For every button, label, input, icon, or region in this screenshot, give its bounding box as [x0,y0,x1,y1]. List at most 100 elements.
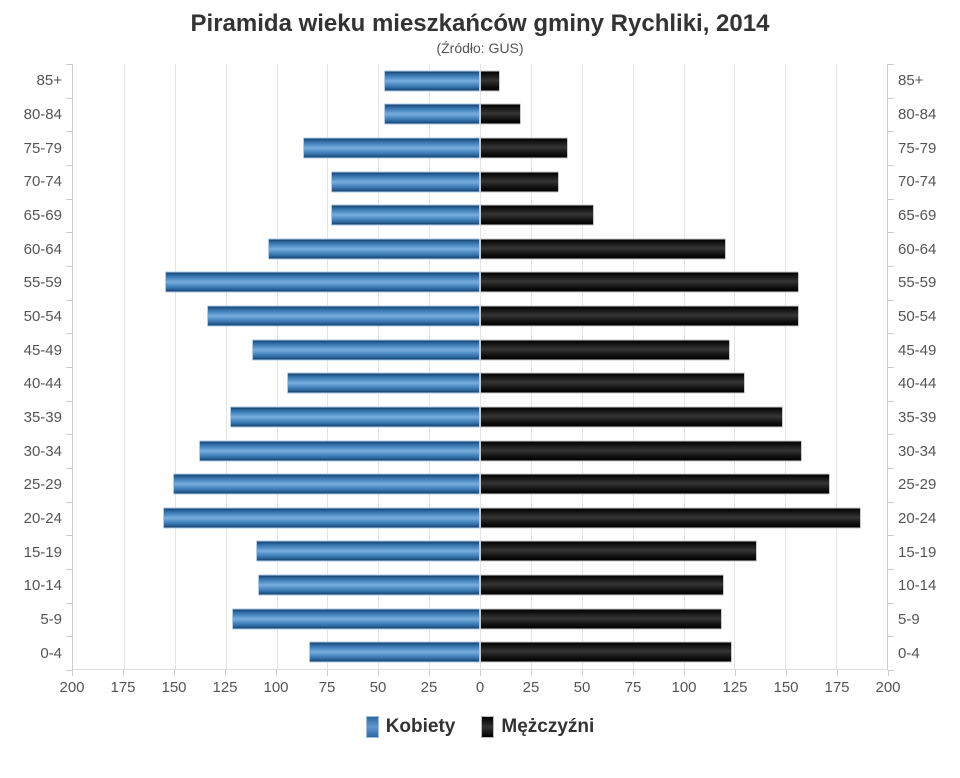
x-axis-tick [225,670,226,676]
y-axis-tick [888,501,894,503]
y-axis-tick [888,232,894,234]
bar-mezczyzni-70-74 [480,171,560,193]
gridline [378,64,380,669]
bar-mezczyzni-30-34 [480,440,802,461]
y-axis-label: 40-44 [23,375,62,393]
bar-kobiety-15-19 [256,540,480,562]
y-axis-tick [66,569,72,570]
y-axis-tick [66,468,72,469]
y-axis-label: 0-4 [898,644,920,662]
bar-mezczyzni-35-39 [480,406,784,428]
legend-label-kobiety: Kobiety [385,716,456,737]
bar-kobiety-70-74 [331,171,480,193]
x-axis-tick [684,670,685,676]
x-axis-tick-label: 50 [369,679,387,696]
gridline [683,64,685,669]
x-axis-tick-label: 200 [875,679,901,696]
y-axis-label: 25-29 [898,476,937,494]
y-axis-tick [888,266,894,267]
bar-mezczyzni-65-69 [480,204,594,226]
bar-mezczyzni-55-59 [480,271,800,293]
y-axis-label: 20-24 [23,510,62,528]
y-axis-label: 30-34 [23,442,62,460]
y-axis-label: 10-14 [23,577,62,595]
gridline [123,64,125,669]
y-axis-label: 85+ [898,72,924,90]
gridline [836,64,838,669]
x-axis-tick-label: 150 [773,679,799,696]
bar-mezczyzni-45-49 [480,339,731,361]
x-axis-tick-label: 150 [161,679,187,696]
bar-kobiety-5-9 [231,608,480,630]
x-axis-tick-label: 200 [59,679,85,696]
y-axis-label: 60-64 [23,240,62,258]
pyramid-row [73,64,887,98]
bar-mezczyzni-10-14 [480,574,725,596]
bar-mezczyzni-50-54 [480,305,800,327]
bar-mezczyzni-15-19 [480,540,757,562]
pyramid-row [73,467,887,501]
y-axis-tick [888,97,894,99]
y-axis-label: 50-54 [898,308,937,326]
y-axis-tick [888,333,894,335]
y-axis-label: 20-24 [898,510,937,528]
legend-swatch-mezczyzni-icon [481,716,495,738]
x-axis-tick-label: 125 [722,679,748,696]
bar-mezczyzni-80-84 [480,103,521,125]
gridline [785,64,787,669]
bar-mezczyzni-60-64 [480,238,727,260]
gridline [429,64,431,669]
x-axis-tick [327,670,328,676]
y-axis-label: 10-14 [898,577,937,595]
y-axis-label: 45-49 [898,341,937,359]
y-axis-tick [66,97,72,99]
pyramid-row [73,635,887,669]
y-axis-label: 75-79 [898,139,937,157]
legend-label-mezczyzni: Mężczyźni [501,716,595,737]
bar-kobiety-45-49 [252,339,480,361]
y-axis-label: 55-59 [898,274,937,292]
bar-kobiety-40-44 [286,372,480,394]
x-axis-tick [531,670,532,676]
y-axis-label: 5-9 [898,611,920,629]
x-axis-tick [174,670,175,676]
bar-kobiety-60-64 [268,238,480,260]
y-axis-label: 15-19 [23,543,62,561]
y-axis-left: 85+ 80-84 75-79 70-74 65-69 60-64 55-59 50-54 45… [0,64,72,671]
x-axis-tick-label: 75 [624,679,642,696]
y-axis-tick [66,400,72,402]
bar-kobiety-50-54 [207,305,480,327]
gridline [734,64,736,669]
y-axis-tick [66,266,72,267]
y-axis-label: 80-84 [23,106,62,123]
x-axis-tick-label: 50 [573,679,591,696]
y-axis-tick [888,569,894,570]
x-axis-tick-label: 175 [110,679,136,696]
gridline [225,64,227,669]
x-axis-tick [633,670,634,676]
y-axis-label: 75-79 [23,139,62,157]
pyramid-row [73,602,887,636]
x-axis-tick [276,670,277,676]
y-axis-label: 15-19 [898,543,937,561]
y-axis-tick [66,299,72,301]
x-axis-tick-label: 125 [212,679,238,696]
bar-kobiety-25-29 [172,473,480,495]
x-axis-tick-label: 75 [318,679,336,696]
y-axis-label: 35-39 [23,409,62,427]
bar-kobiety-80-84 [384,103,480,125]
y-axis-right: 85+ 80-84 75-79 70-74 65-69 60-64 55-59 50-54 45… [888,64,960,671]
y-axis-tick [66,636,72,638]
pyramid-row [73,535,887,569]
bar-mezczyzni-0-4 [480,641,733,663]
y-axis-tick [888,602,894,604]
bar-kobiety-0-4 [309,641,480,663]
bar-kobiety-10-14 [258,574,480,596]
y-axis-label: 65-69 [898,207,937,225]
x-axis-tick [72,670,73,676]
y-axis-label: 25-29 [23,476,62,494]
plot-area [72,64,888,670]
y-axis-tick [888,367,894,368]
x-axis-tick [378,670,379,676]
y-axis-tick [66,64,72,65]
